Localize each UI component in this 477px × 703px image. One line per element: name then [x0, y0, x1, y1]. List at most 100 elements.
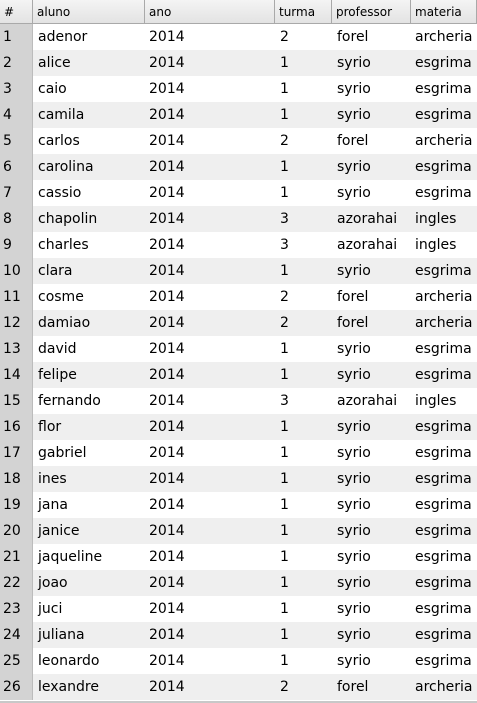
turma-cell[interactable]: 1	[280, 549, 289, 565]
row-number-cell[interactable]: 8	[0, 206, 33, 232]
materia-cell[interactable]: ingles	[415, 237, 457, 253]
ano-cell[interactable]: 2014	[149, 341, 185, 357]
turma-cell[interactable]: 1	[280, 263, 289, 279]
table-row[interactable]: 12 damiao 2014 2 forel archeria	[0, 310, 477, 336]
aluno-cell[interactable]: juliana	[38, 627, 85, 643]
table-row[interactable]: 10 clara 2014 1 syrio esgrima	[0, 258, 477, 284]
turma-cell[interactable]: 1	[280, 601, 289, 617]
materia-cell[interactable]: esgrima	[415, 55, 472, 71]
materia-cell[interactable]: esgrima	[415, 185, 472, 201]
row-number-cell[interactable]: 1	[0, 24, 33, 50]
ano-cell[interactable]: 2014	[149, 107, 185, 123]
row-number-cell[interactable]: 9	[0, 232, 33, 258]
materia-cell[interactable]: esgrima	[415, 601, 472, 617]
professor-cell[interactable]: forel	[337, 133, 369, 149]
table-row[interactable]: 20 janice 2014 1 syrio esgrima	[0, 518, 477, 544]
professor-cell[interactable]: syrio	[337, 653, 371, 669]
table-row[interactable]: 15 fernando 2014 3 azorahai ingles	[0, 388, 477, 414]
turma-cell[interactable]: 1	[280, 185, 289, 201]
aluno-cell[interactable]: cassio	[38, 185, 82, 201]
professor-cell[interactable]: syrio	[337, 523, 371, 539]
ano-cell[interactable]: 2014	[149, 445, 185, 461]
column-header-professor[interactable]: professor	[332, 0, 411, 24]
materia-cell[interactable]: archeria	[415, 29, 473, 45]
professor-cell[interactable]: syrio	[337, 471, 371, 487]
aluno-cell[interactable]: alice	[38, 55, 71, 71]
aluno-cell[interactable]: adenor	[38, 29, 88, 45]
row-number-cell[interactable]: 22	[0, 570, 33, 596]
column-header-aluno[interactable]: aluno	[33, 0, 145, 24]
professor-cell[interactable]: syrio	[337, 549, 371, 565]
ano-cell[interactable]: 2014	[149, 627, 185, 643]
aluno-cell[interactable]: cosme	[38, 289, 84, 305]
professor-cell[interactable]: syrio	[337, 81, 371, 97]
table-row[interactable]: 18 ines 2014 1 syrio esgrima	[0, 466, 477, 492]
row-number-cell[interactable]: 12	[0, 310, 33, 336]
ano-cell[interactable]: 2014	[149, 237, 185, 253]
turma-cell[interactable]: 1	[280, 523, 289, 539]
aluno-cell[interactable]: clara	[38, 263, 73, 279]
table-row[interactable]: 6 carolina 2014 1 syrio esgrima	[0, 154, 477, 180]
materia-cell[interactable]: esgrima	[415, 627, 472, 643]
turma-cell[interactable]: 2	[280, 133, 289, 149]
row-number-cell[interactable]: 24	[0, 622, 33, 648]
row-number-cell[interactable]: 21	[0, 544, 33, 570]
turma-cell[interactable]: 3	[280, 211, 289, 227]
materia-cell[interactable]: esgrima	[415, 549, 472, 565]
table-row[interactable]: 22 joao 2014 1 syrio esgrima	[0, 570, 477, 596]
row-number-cell[interactable]: 7	[0, 180, 33, 206]
turma-cell[interactable]: 3	[280, 393, 289, 409]
materia-cell[interactable]: esgrima	[415, 419, 472, 435]
column-header-ano[interactable]: ano	[145, 0, 275, 24]
turma-cell[interactable]: 1	[280, 575, 289, 591]
table-row[interactable]: 3 caio 2014 1 syrio esgrima	[0, 76, 477, 102]
ano-cell[interactable]: 2014	[149, 159, 185, 175]
table-row[interactable]: 9 charles 2014 3 azorahai ingles	[0, 232, 477, 258]
table-row[interactable]: 4 camila 2014 1 syrio esgrima	[0, 102, 477, 128]
aluno-cell[interactable]: lexandre	[38, 679, 99, 695]
turma-cell[interactable]: 1	[280, 653, 289, 669]
turma-cell[interactable]: 1	[280, 107, 289, 123]
turma-cell[interactable]: 1	[280, 367, 289, 383]
aluno-cell[interactable]: janice	[38, 523, 80, 539]
professor-cell[interactable]: syrio	[337, 575, 371, 591]
column-header-materia[interactable]: materia	[411, 0, 477, 24]
professor-cell[interactable]: syrio	[337, 185, 371, 201]
table-row[interactable]: 19 jana 2014 1 syrio esgrima	[0, 492, 477, 518]
ano-cell[interactable]: 2014	[149, 679, 185, 695]
table-row[interactable]: 16 flor 2014 1 syrio esgrima	[0, 414, 477, 440]
aluno-cell[interactable]: gabriel	[38, 445, 87, 461]
professor-cell[interactable]: forel	[337, 315, 369, 331]
ano-cell[interactable]: 2014	[149, 393, 185, 409]
table-row[interactable]: 8 chapolin 2014 3 azorahai ingles	[0, 206, 477, 232]
ano-cell[interactable]: 2014	[149, 81, 185, 97]
materia-cell[interactable]: esgrima	[415, 523, 472, 539]
ano-cell[interactable]: 2014	[149, 419, 185, 435]
materia-cell[interactable]: esgrima	[415, 341, 472, 357]
table-row[interactable]: 24 juliana 2014 1 syrio esgrima	[0, 622, 477, 648]
professor-cell[interactable]: azorahai	[337, 393, 398, 409]
materia-cell[interactable]: esgrima	[415, 107, 472, 123]
row-number-cell[interactable]: 3	[0, 76, 33, 102]
turma-cell[interactable]: 2	[280, 29, 289, 45]
professor-cell[interactable]: syrio	[337, 159, 371, 175]
materia-cell[interactable]: archeria	[415, 679, 473, 695]
ano-cell[interactable]: 2014	[149, 211, 185, 227]
aluno-cell[interactable]: jaqueline	[38, 549, 103, 565]
ano-cell[interactable]: 2014	[149, 497, 185, 513]
materia-cell[interactable]: esgrima	[415, 497, 472, 513]
ano-cell[interactable]: 2014	[149, 471, 185, 487]
row-number-cell[interactable]: 26	[0, 674, 33, 700]
row-number-cell[interactable]: 20	[0, 518, 33, 544]
ano-cell[interactable]: 2014	[149, 315, 185, 331]
professor-cell[interactable]: syrio	[337, 263, 371, 279]
professor-cell[interactable]: syrio	[337, 497, 371, 513]
table-row[interactable]: 25 leonardo 2014 1 syrio esgrima	[0, 648, 477, 674]
aluno-cell[interactable]: joao	[38, 575, 68, 591]
table-row[interactable]: 23 juci 2014 1 syrio esgrima	[0, 596, 477, 622]
professor-cell[interactable]: syrio	[337, 367, 371, 383]
professor-cell[interactable]: azorahai	[337, 211, 398, 227]
table-row[interactable]: 26 lexandre 2014 2 forel archeria	[0, 674, 477, 700]
materia-cell[interactable]: esgrima	[415, 471, 472, 487]
table-row[interactable]: 21 jaqueline 2014 1 syrio esgrima	[0, 544, 477, 570]
